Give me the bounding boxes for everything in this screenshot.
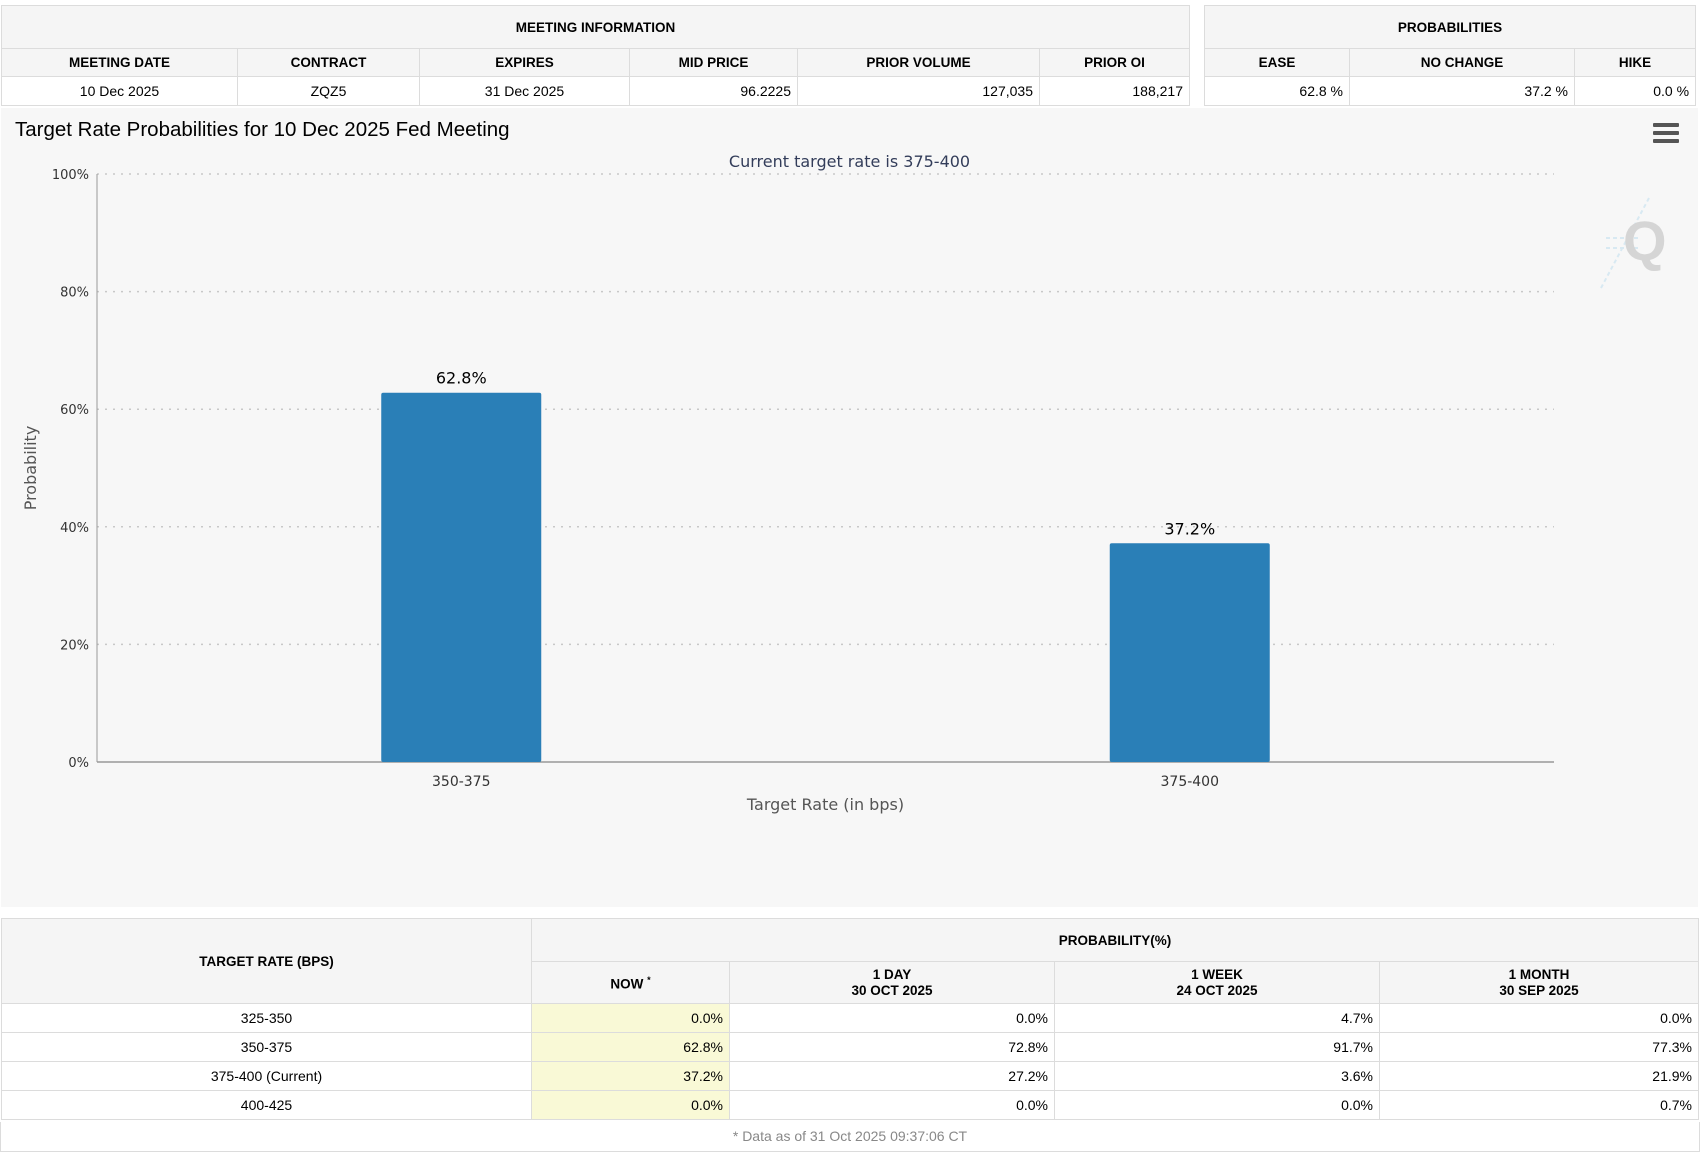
table-row: 350-375 62.8% 72.8% 91.7% 77.3% — [1, 1032, 1699, 1062]
prior-oi-column-header: PRIOR OI — [1039, 48, 1190, 77]
svg-text:Q: Q — [1623, 209, 1667, 272]
mid-price-value: 96.2225 — [629, 76, 798, 106]
probability-group-header: PROBABILITY(%) — [531, 918, 1699, 962]
one-month-probability-cell: 0.0% — [1379, 1003, 1699, 1033]
one-week-probability-cell: 3.6% — [1054, 1061, 1380, 1091]
chart-menu-icon[interactable] — [1653, 123, 1679, 145]
one-day-probability-cell: 0.0% — [729, 1003, 1055, 1033]
target-rate-cell: 325-350 — [1, 1003, 532, 1033]
meeting-information-table: MEETING INFORMATION MEETING DATE CONTRAC… — [1, 5, 1190, 106]
hike-column-header: HIKE — [1573, 48, 1697, 77]
quikstrike-logo-watermark: Q — [1600, 197, 1667, 289]
one-week-probability-cell: 0.0% — [1054, 1090, 1380, 1120]
y-tick-label: 100% — [52, 168, 89, 183]
ease-value: 62.8 % — [1204, 76, 1350, 106]
no-change-value: 37.2 % — [1349, 76, 1575, 106]
expires-value: 31 Dec 2025 — [419, 76, 630, 106]
now-probability-cell: 37.2% — [531, 1061, 730, 1091]
now-column-header: NOW * — [531, 961, 730, 1004]
meeting-information-header: MEETING INFORMATION — [1, 5, 1190, 49]
target-rate-cell: 400-425 — [1, 1090, 532, 1120]
chart-subtitle: Current target rate is 375-400 — [728, 152, 971, 171]
one-week-probability-cell: 91.7% — [1054, 1032, 1380, 1062]
one-month-probability-cell: 0.7% — [1379, 1090, 1699, 1120]
target-rate-column-header: TARGET RATE (BPS) — [1, 918, 532, 1004]
data-timestamp-footnote: * Data as of 31 Oct 2025 09:37:06 CT — [0, 1122, 1700, 1152]
prior-oi-value: 188,217 — [1039, 76, 1190, 106]
meeting-date-column-header: MEETING DATE — [1, 48, 238, 77]
one-month-column-header: 1 MONTH 30 SEP 2025 — [1379, 961, 1699, 1004]
one-day-probability-cell: 27.2% — [729, 1061, 1055, 1091]
now-probability-cell: 62.8% — [531, 1032, 730, 1062]
table-row: 375-400 (Current) 37.2% 27.2% 3.6% 21.9% — [1, 1061, 1699, 1091]
ease-column-header: EASE — [1204, 48, 1350, 77]
probability-bar-chart: 0% 20% 40% 60% 80% 100% 62.8% 350-375 37.2% 375-4… — [21, 168, 1667, 814]
probabilities-header: PROBABILITIES — [1203, 5, 1697, 49]
one-month-probability-cell: 21.9% — [1379, 1061, 1699, 1091]
one-month-probability-cell: 77.3% — [1379, 1032, 1699, 1062]
bar-375-400[interactable] — [1109, 543, 1270, 762]
now-probability-cell: 0.0% — [531, 1003, 730, 1033]
bar-data-label: 62.8% — [436, 369, 487, 388]
contract-column-header: CONTRACT — [237, 48, 420, 77]
y-tick-label: 40% — [60, 521, 89, 536]
target-rate-cell: 375-400 (Current) — [1, 1061, 532, 1091]
one-day-probability-cell: 72.8% — [729, 1032, 1055, 1062]
x-tick-label: 350-375 — [432, 774, 491, 790]
now-probability-cell: 0.0% — [531, 1090, 730, 1120]
chart-title: Target Rate Probabilities for 10 Dec 202… — [15, 118, 510, 141]
meeting-date-value: 10 Dec 2025 — [1, 76, 238, 106]
y-tick-label: 0% — [68, 756, 89, 771]
contract-value: ZQZ5 — [237, 76, 420, 106]
hike-value: 0.0 % — [1573, 76, 1697, 106]
one-week-probability-cell: 4.7% — [1054, 1003, 1380, 1033]
probabilities-table: PROBABILITIES EASE NO CHANGE HIKE 62.8 %… — [1203, 5, 1697, 106]
one-day-probability-cell: 0.0% — [729, 1090, 1055, 1120]
table-row: 325-350 0.0% 0.0% 4.7% 0.0% — [1, 1003, 1699, 1033]
one-day-column-header: 1 DAY 30 OCT 2025 — [729, 961, 1055, 1004]
x-tick-label: 375-400 — [1161, 774, 1220, 790]
y-tick-label: 20% — [60, 638, 89, 653]
bar-350-375[interactable] — [381, 392, 542, 762]
table-row: 400-425 0.0% 0.0% 0.0% 0.7% — [1, 1090, 1699, 1120]
target-rate-cell: 350-375 — [1, 1032, 532, 1062]
no-change-column-header: NO CHANGE — [1349, 48, 1575, 77]
prior-volume-column-header: PRIOR VOLUME — [797, 48, 1040, 77]
y-axis-title: Probability — [21, 426, 40, 511]
chart-panel: 0% 20% 40% 60% 80% 100% 62.8% 350-375 37.2% 375-4… — [1, 108, 1698, 907]
bar-data-label: 37.2% — [1164, 519, 1215, 538]
y-tick-label: 60% — [60, 403, 89, 418]
one-week-column-header: 1 WEEK 24 OCT 2025 — [1054, 961, 1380, 1004]
y-tick-label: 80% — [60, 286, 89, 301]
target-rate-probability-table: TARGET RATE (BPS) PROBABILITY(%) NOW * 1… — [1, 918, 1699, 1120]
x-axis-title: Target Rate (in bps) — [746, 795, 904, 814]
expires-column-header: EXPIRES — [419, 48, 630, 77]
mid-price-column-header: MID PRICE — [629, 48, 798, 77]
prior-volume-value: 127,035 — [797, 76, 1040, 106]
